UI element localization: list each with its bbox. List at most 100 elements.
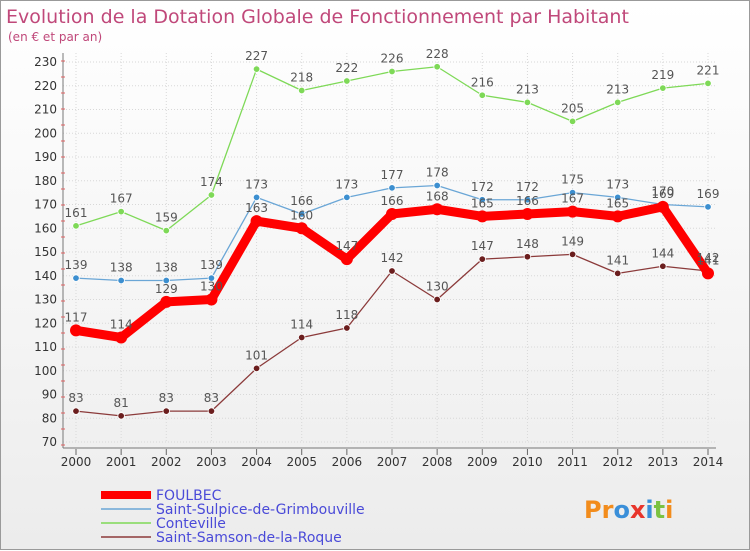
data-label: 160 [290,208,313,222]
y-tick-label: 210 [34,103,57,117]
x-tick-label: 2009 [467,455,498,469]
data-label: 222 [335,61,358,75]
data-point [704,79,712,88]
x-tick-label: 2001 [106,455,137,469]
data-label: 169 [651,187,674,201]
data-point [388,267,396,275]
x-tick-label: 2008 [422,455,453,469]
x-tick-label: 2013 [648,455,679,469]
data-label: 167 [110,192,133,206]
y-tick-label: 80 [42,411,57,425]
data-point [614,98,622,107]
data-label: 167 [561,192,584,206]
data-point [117,412,125,420]
data-point [160,295,173,308]
data-label: 213 [606,82,629,96]
data-label: 117 [65,310,88,324]
data-point [568,117,577,126]
data-label: 175 [561,173,584,187]
data-label: 114 [290,318,313,332]
data-label: 165 [606,196,629,210]
data-point [433,63,441,71]
x-tick-label: 2007 [377,455,408,469]
data-label: 172 [516,180,539,194]
data-point [117,207,125,216]
logo-letter-x: x [630,496,646,524]
data-point [162,407,170,415]
data-label: 161 [65,206,88,220]
data-label: 226 [381,52,404,66]
data-label: 219 [651,68,674,82]
y-tick-label: 150 [34,245,57,259]
data-labels-layer: 161 167 159 174 227 218 222 226 228 216 213 205 213 2… [65,47,720,410]
data-point [478,91,486,99]
data-point [433,181,441,190]
data-point [478,255,486,263]
data-label: 177 [381,168,404,182]
data-point [566,205,579,218]
data-label: 170 [651,185,674,199]
data-label: 173 [245,177,268,191]
data-point [162,226,170,235]
x-tick-label: 2002 [151,455,182,469]
data-point [478,196,486,204]
y-tick-label: 220 [34,79,57,93]
x-tick-label: 2011 [557,455,588,469]
data-point [207,274,216,282]
data-label: 130 [426,280,449,294]
x-tick-label: 2014 [693,455,724,469]
data-label: 228 [426,47,449,61]
data-point [207,407,216,415]
x-tick-label: 2003 [196,455,227,469]
data-label: 174 [200,175,223,189]
legend-label: Saint-Sulpice-de-Grimbouville [156,502,365,518]
data-label: 144 [651,246,674,260]
data-label: 221 [697,63,720,77]
data-label: 163 [245,201,268,215]
data-point [388,67,396,76]
data-label: 159 [155,211,178,225]
legend: FOULBECSaint-Sulpice-de-GrimbouvilleCont… [101,488,365,546]
y-tick-label: 130 [34,293,57,307]
data-label: 141 [606,253,629,267]
data-label: 213 [516,82,539,96]
logo-letter-r: r [602,496,614,524]
data-point [614,269,622,278]
data-label: 227 [245,49,268,63]
data-point [659,262,667,270]
data-point [252,65,261,73]
data-point [523,253,532,261]
y-tick-label: 200 [34,126,57,140]
data-point [568,188,577,197]
data-point [298,333,306,342]
data-point [343,193,351,202]
series-layer [70,63,714,420]
x-tick-label: 2012 [602,455,633,469]
data-label: 166 [290,194,313,208]
data-label: 168 [426,189,449,203]
logo-letter-i1: i [645,496,653,524]
data-label: 138 [155,261,178,275]
data-point [431,203,444,216]
data-point [205,293,218,306]
data-point [340,253,353,266]
data-point [115,331,128,344]
data-label: 83 [68,391,83,405]
data-label: 216 [471,75,494,89]
y-tick-label: 120 [34,316,57,330]
data-label: 101 [245,348,268,362]
data-point [704,203,712,211]
y-tick-label: 190 [34,150,57,164]
data-point [656,200,669,213]
data-label: 173 [606,177,629,191]
data-point [614,193,622,202]
data-label: 173 [335,177,358,191]
data-point [252,364,261,373]
data-point [252,193,261,202]
data-point [70,324,82,337]
y-tick-label: 230 [34,55,57,69]
data-label: 129 [155,282,178,296]
data-label: 166 [381,194,404,208]
